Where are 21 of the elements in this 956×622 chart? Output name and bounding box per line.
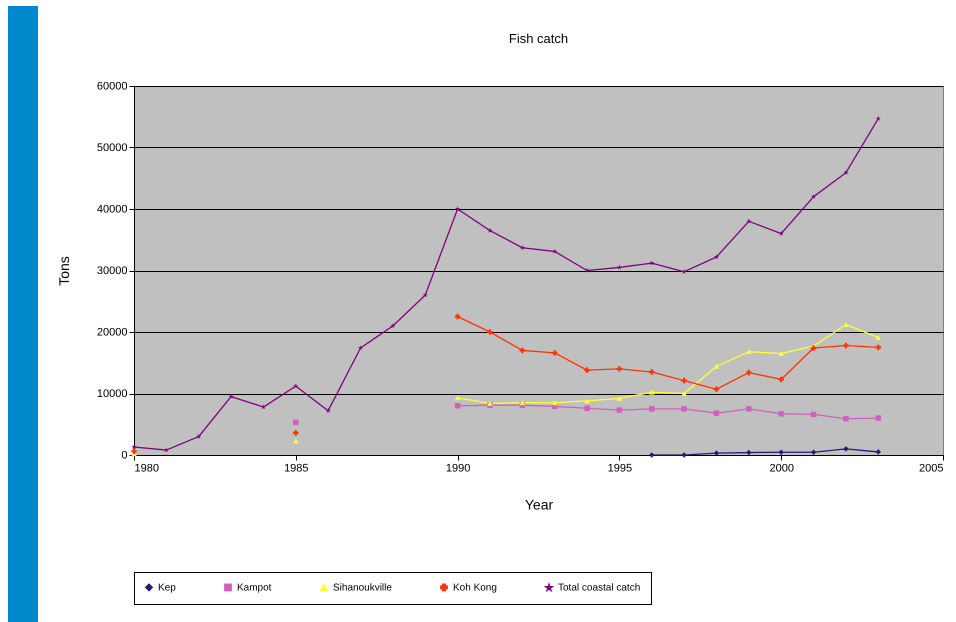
legend-label: Sihanoukville (333, 582, 392, 594)
y-tick-label: 10000 (96, 388, 128, 400)
chart-title: Fish catch (508, 31, 568, 46)
y-tick-label: 20000 (96, 326, 128, 338)
x-tick-label: 1980 (134, 462, 159, 474)
legend-label: Kep (158, 582, 176, 594)
x-tick-label: 1985 (284, 462, 309, 474)
x-tick-label: 1995 (608, 462, 632, 474)
x-tick-label: 2005 (919, 462, 944, 474)
y-tick-label: 40000 (96, 204, 128, 216)
y-tick-label: 50000 (96, 142, 128, 154)
legend-label: Total coastal catch (558, 582, 640, 594)
y-tick-label: 30000 (96, 265, 128, 277)
x-tick-label: 2000 (769, 462, 794, 474)
x-axis-title: Year (524, 496, 554, 512)
y-tick-label: 0 (121, 450, 128, 462)
x-tick-label: 1990 (446, 462, 470, 474)
legend-label: Koh Kong (453, 582, 497, 594)
legend-label: Kampot (237, 582, 272, 594)
y-axis-title: Tons (56, 256, 72, 286)
y-tick-label: 60000 (96, 80, 128, 92)
